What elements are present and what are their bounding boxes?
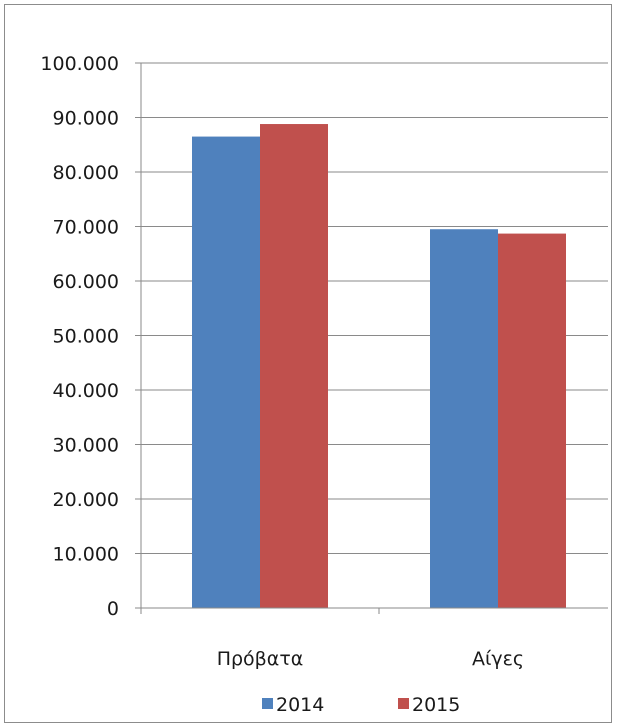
y-axis-tick-labels: 0 10.000 20.000 30.000 40.000 50.000 60.000 70.… [40,53,119,620]
y-tick-label: 20.000 [53,489,119,511]
legend-label: 2014 [276,694,324,716]
y-tick-label: 0 [107,598,119,620]
y-tick-label: 50.000 [53,326,119,348]
x-category-label: Πρόβατα [217,648,304,670]
bar [430,229,498,608]
bar [498,233,566,608]
y-tick-label: 100.000 [40,53,119,75]
legend-label: 2015 [412,694,460,716]
y-tick-label: 30.000 [53,435,119,457]
legend-swatch [398,698,409,709]
y-tick-label: 60.000 [53,271,119,293]
y-tick-label: 90.000 [53,108,119,130]
y-tick-label: 40.000 [53,380,119,402]
y-tick-label: 70.000 [53,217,119,239]
bar [260,124,328,608]
x-axis [140,607,608,614]
y-tick-label: 80.000 [53,162,119,184]
legend-swatch [262,698,273,709]
bar [192,136,260,608]
x-axis-category-labels: Πρόβατα Αίγες [217,648,524,670]
legend: 2014 2015 [262,694,460,716]
x-category-label: Αίγες [472,648,524,670]
y-tick-label: 10.000 [53,544,119,566]
bars [192,124,566,608]
